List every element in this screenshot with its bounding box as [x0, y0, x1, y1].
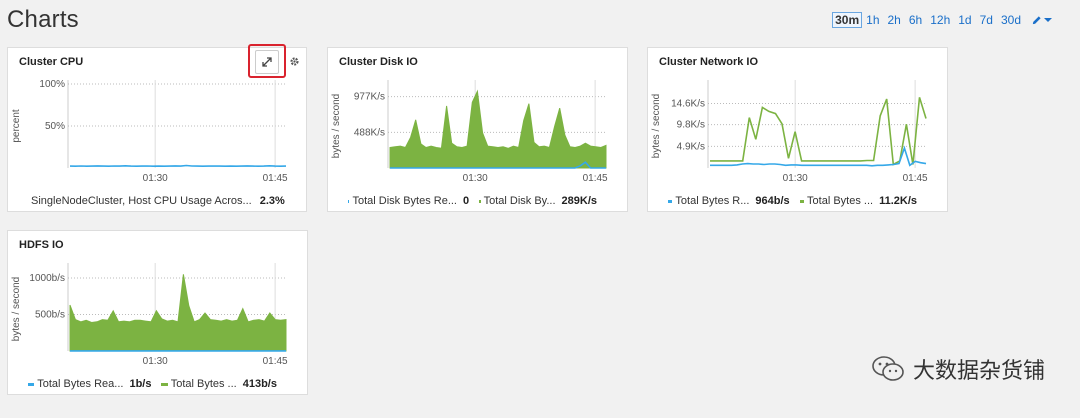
legend-label: Total Bytes ...	[170, 378, 237, 390]
range-6h[interactable]: 6h	[908, 13, 923, 27]
chart-legend: Total Disk Bytes Re... 0 Total Disk By..…	[348, 195, 607, 207]
x-tick-label: 01:30	[143, 356, 168, 367]
legend-label: Total Bytes R...	[675, 195, 750, 207]
chart-card-cluster-disk-io: Cluster Disk IO 977K/s 488K/s 01:30 01:45 by…	[327, 47, 628, 212]
highlight-box	[248, 44, 286, 78]
chart-card-cluster-cpu: Cluster CPU 100% 50% 01:30 01:45 percent Sin…	[7, 47, 307, 212]
x-tick-label: 01:30	[143, 173, 168, 184]
wechat-icon	[872, 356, 904, 381]
y-tick-label: 500b/s	[35, 309, 65, 320]
legend-label: SingleNodeCluster, Host CPU Usage Acros.…	[31, 195, 252, 207]
x-tick-label: 01:45	[263, 356, 288, 367]
caret-down-icon	[1044, 18, 1052, 22]
legend-value: 1b/s	[129, 378, 152, 390]
legend-swatch	[479, 199, 481, 203]
chart-legend: Total Bytes Rea... 1b/s Total Bytes ... …	[28, 378, 287, 390]
chart-plot: 977K/s 488K/s 01:30 01:45 bytes / second	[331, 80, 608, 184]
legend-swatch	[799, 199, 805, 203]
legend-value: 413b/s	[242, 378, 277, 390]
chart-plot: 1000b/s 500b/s 01:30 01:45 bytes / second	[11, 263, 288, 367]
series-line	[710, 145, 927, 167]
y-tick-label: 1000b/s	[29, 273, 65, 284]
chart-title: HDFS IO	[19, 239, 64, 251]
chart-plot: 100% 50% 01:30 01:45 percent	[11, 79, 288, 184]
y-axis-label: percent	[11, 109, 22, 143]
pencil-icon	[1032, 15, 1041, 24]
page-title: Charts	[7, 6, 79, 33]
watermark: 大数据杂货铺	[871, 353, 1045, 385]
legend-value: 0	[463, 195, 470, 207]
y-tick-label: 977K/s	[354, 92, 385, 103]
range-1h[interactable]: 1h	[866, 13, 880, 27]
series-line	[69, 164, 287, 168]
chart-plot: 14.6K/s 9.8K/s 4.9K/s 01:30 01:45 bytes / sec…	[651, 80, 928, 184]
legend-label: Total Disk By...	[483, 195, 556, 207]
x-tick-label: 01:30	[783, 173, 808, 184]
y-axis-label: bytes / second	[11, 277, 22, 341]
legend-swatch	[348, 199, 350, 203]
range-2h[interactable]: 2h	[887, 13, 901, 27]
expand-chart-button[interactable]	[255, 50, 279, 74]
x-tick-label: 01:30	[463, 173, 488, 184]
range-7d[interactable]: 7d	[979, 13, 993, 27]
chart-legend: Total Bytes R... 964b/s Total Bytes ... …	[668, 195, 927, 207]
x-tick-label: 01:45	[903, 173, 928, 184]
y-tick-label: 100%	[39, 79, 65, 90]
y-axis-label: bytes / second	[331, 94, 342, 158]
legend-label: Total Bytes ...	[807, 195, 874, 207]
legend-value: 2.3%	[259, 195, 285, 207]
series-area	[389, 89, 607, 169]
edit-dropdown[interactable]	[1031, 15, 1052, 26]
x-tick-label: 01:45	[583, 173, 608, 184]
chart-card-cluster-network-io: Cluster Network IO 14.6K/s 9.8K/s 4.9K/s 01…	[647, 47, 948, 212]
gear-icon	[290, 57, 299, 66]
y-tick-label: 488K/s	[354, 127, 385, 138]
legend-swatch	[161, 382, 168, 386]
chart-legend: SingleNodeCluster, Host CPU Usage Acros.…	[28, 195, 286, 207]
legend-value: 289K/s	[561, 195, 597, 207]
watermark-text: 大数据杂货铺	[912, 358, 1045, 383]
legend-value: 964b/s	[755, 195, 790, 207]
range-1d[interactable]: 1d	[958, 13, 972, 27]
chart-settings-button[interactable]	[289, 56, 300, 70]
y-tick-label: 9.8K/s	[677, 120, 705, 131]
y-tick-label: 14.6K/s	[671, 98, 705, 109]
x-tick-label: 01:45	[263, 173, 288, 184]
legend-swatch	[28, 382, 35, 386]
legend-label: Total Bytes Rea...	[37, 378, 124, 390]
y-tick-label: 4.9K/s	[677, 141, 705, 152]
range-30m[interactable]: 30m	[832, 12, 863, 28]
chart-title: Cluster Network IO	[659, 56, 759, 68]
chart-title: Cluster Disk IO	[339, 56, 418, 68]
time-range-selector: 30m 1h 2h 6h 12h 1d 7d 30d	[832, 12, 1052, 28]
range-12h[interactable]: 12h	[930, 13, 951, 27]
y-axis-label: bytes / second	[651, 94, 662, 158]
expand-icon	[262, 57, 272, 67]
legend-label: Total Disk Bytes Re...	[352, 195, 457, 207]
y-tick-label: 50%	[45, 121, 65, 132]
legend-swatch	[668, 199, 673, 203]
series-line	[390, 161, 606, 169]
chart-card-hdfs-io: HDFS IO 1000b/s 500b/s 01:30 01:45 bytes / s…	[7, 230, 308, 395]
chart-title: Cluster CPU	[19, 56, 84, 68]
range-30d[interactable]: 30d	[1000, 13, 1021, 27]
series-area	[69, 274, 287, 352]
series-line	[710, 97, 927, 166]
legend-value: 11.2K/s	[879, 195, 917, 207]
